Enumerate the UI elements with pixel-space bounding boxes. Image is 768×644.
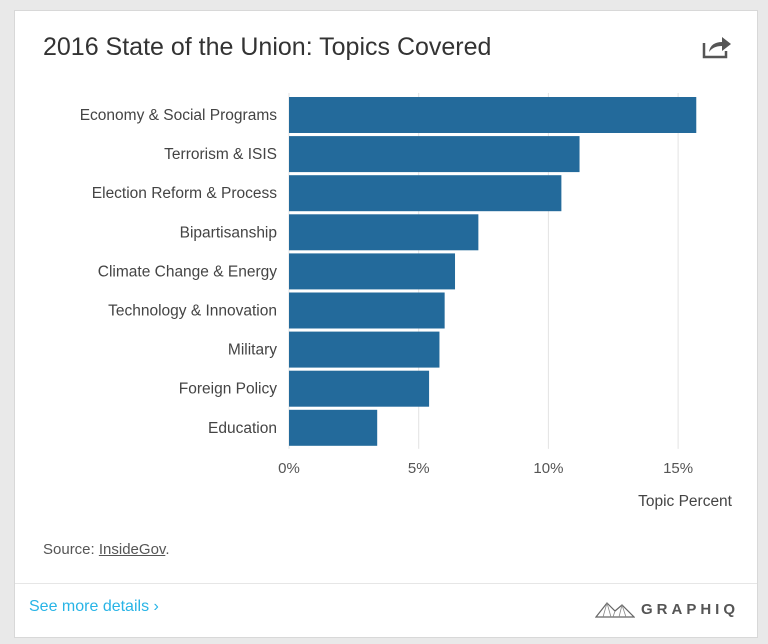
bar bbox=[289, 136, 580, 173]
graphiq-mountain-logo-icon bbox=[594, 602, 635, 618]
x-tick-label: 10% bbox=[533, 460, 563, 477]
source-link[interactable]: InsideGov bbox=[98, 541, 166, 558]
category-label: Climate Change & Energy bbox=[98, 263, 277, 280]
bar-chart: Economy & Social Programs Terrorism & ISI… bbox=[80, 93, 733, 510]
graphiq-brand[interactable]: GRAPHIQ bbox=[594, 598, 739, 620]
bar bbox=[289, 331, 440, 368]
category-label: Election Reform & Process bbox=[92, 185, 277, 202]
bar bbox=[289, 292, 445, 329]
chart-card: 2016 State of the Union: Topics Covered … bbox=[14, 10, 758, 638]
x-axis-title: Topic Percent bbox=[638, 493, 733, 510]
share-icon[interactable] bbox=[701, 33, 733, 61]
bar bbox=[289, 175, 562, 212]
category-label: Economy & Social Programs bbox=[80, 107, 278, 124]
x-tick-label: 15% bbox=[663, 460, 693, 477]
brand-name: GRAPHIQ bbox=[640, 600, 739, 618]
category-label: Foreign Policy bbox=[179, 381, 277, 398]
footer: See more details › GRAPHIQ bbox=[15, 583, 757, 639]
source-line: Source: InsideGov. bbox=[43, 541, 169, 558]
x-tick-label: 0% bbox=[278, 460, 300, 477]
category-label: Technology & Innovation bbox=[108, 303, 277, 320]
bar bbox=[289, 370, 430, 407]
bar bbox=[289, 214, 479, 251]
category-label: Terrorism & ISIS bbox=[164, 146, 277, 163]
source-suffix: . bbox=[165, 541, 170, 558]
bar bbox=[289, 253, 456, 290]
x-tick-label: 5% bbox=[408, 460, 430, 477]
bar bbox=[289, 409, 378, 446]
chart-title: 2016 State of the Union: Topics Covered bbox=[43, 33, 492, 61]
see-more-details-link[interactable]: See more details › bbox=[29, 598, 159, 615]
category-label: Military bbox=[228, 342, 277, 359]
source-prefix: Source: bbox=[43, 541, 99, 558]
category-label: Bipartisanship bbox=[180, 224, 277, 241]
category-label: Education bbox=[208, 420, 277, 437]
bar bbox=[289, 97, 697, 133]
